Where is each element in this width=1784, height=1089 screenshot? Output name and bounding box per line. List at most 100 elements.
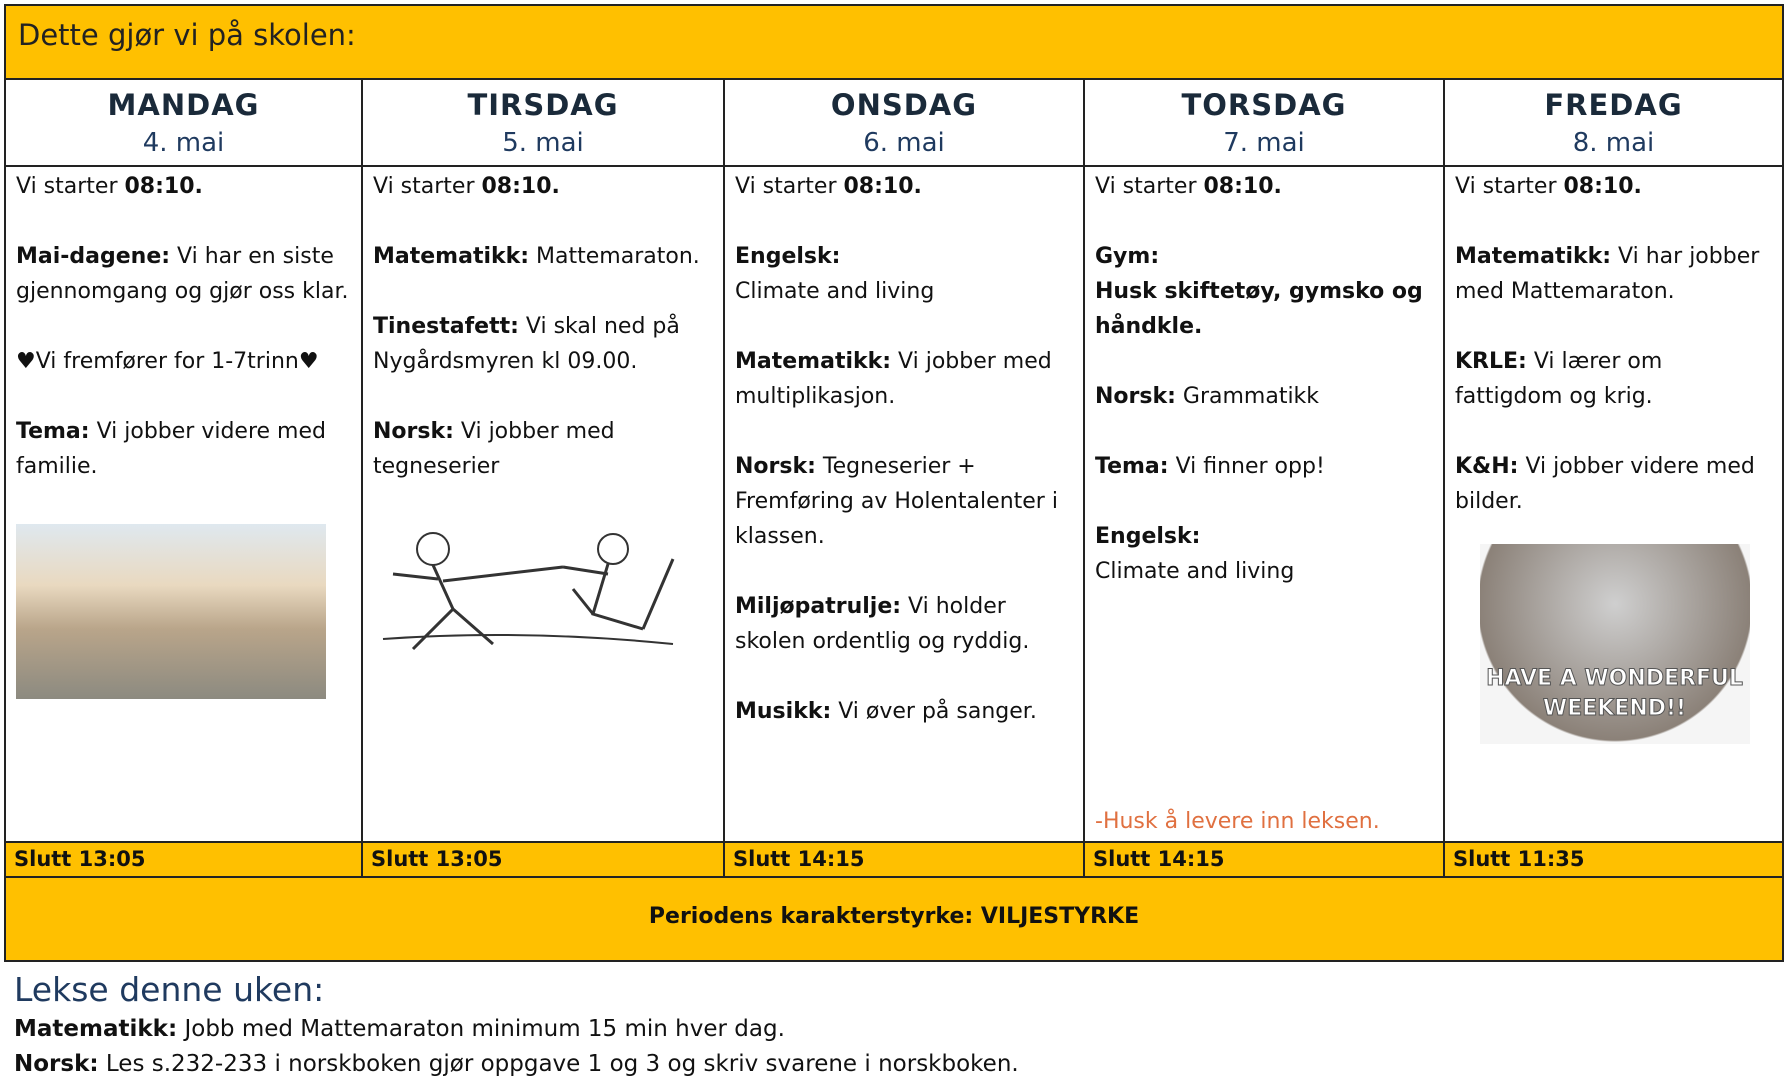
homework-text: Jobb med Mattemaraton minimum 15 min hve…	[177, 1016, 785, 1042]
start-text: Vi starter	[373, 174, 482, 199]
homework-item: Norsk: Les s.232-233 i norskboken gjør o…	[14, 1047, 1774, 1082]
day-content: Vi starter 08:10. Gym: Husk skiftetøy, gym…	[1085, 167, 1443, 841]
activity-label: Matematikk:	[373, 244, 530, 269]
start-text: Vi starter	[1095, 174, 1204, 199]
activity-text: Vi lærer om fattigdom og krig.	[1455, 349, 1663, 409]
activity: ♥Vi fremfører for 1-7trinn♥	[16, 344, 353, 379]
day-date: 7. mai	[1223, 128, 1305, 158]
activity: Matematikk: Vi jobber med multiplikasjon…	[735, 344, 1075, 414]
start-text: Vi starter	[735, 174, 844, 199]
homework-title: Lekse denne uken:	[14, 970, 325, 1009]
day-header: FREDAG 8. mai	[1445, 80, 1782, 167]
day-column: TIRSDAG 5. mai Vi starter 08:10. Matematikk…	[363, 80, 725, 878]
week-table: MANDAG 4. mai Vi starter 08:10. Mai-dagene:…	[4, 80, 1784, 878]
start-time: Vi starter 08:10.	[1455, 169, 1774, 204]
activity: Matematikk: Vi har jobber med Mattemarat…	[1455, 239, 1774, 309]
day-name: TORSDAG	[1181, 88, 1347, 122]
homework-item: Matematikk: Jobb med Mattemaraton minimu…	[14, 1012, 1774, 1047]
start-value: 08:10.	[124, 174, 203, 199]
activity: Norsk: Tegneserier + Fremføring av Holen…	[735, 449, 1075, 554]
activity-label: Norsk:	[373, 419, 454, 444]
day-date: 4. mai	[142, 128, 225, 158]
activity-heading: Engelsk:	[1095, 524, 1201, 549]
activity-label: Tema:	[16, 419, 90, 444]
activity-text: Vi jobber videre med familie.	[16, 419, 326, 479]
activity-label: K&H:	[1455, 454, 1519, 479]
day-header: TORSDAG 7. mai	[1085, 80, 1443, 167]
activity: Mai-dagene: Vi har en siste gjennomgang …	[16, 239, 353, 309]
activity-bold-text: Husk skiftetøy, gymsko og håndkle.	[1095, 279, 1423, 339]
activity-heading: Engelsk:	[735, 244, 841, 269]
day-header: TIRSDAG 5. mai	[363, 80, 723, 167]
activity: Engelsk: Climate and living	[735, 239, 1075, 309]
start-value: 08:10.	[481, 174, 560, 199]
homework: Lekse denne uken: Matematikk: Jobb med M…	[14, 968, 1774, 1082]
activity-label: Norsk:	[1095, 384, 1176, 409]
activity-text: Vi holder skolen ordentlig og ryddig.	[735, 594, 1030, 654]
activity-label: Tema:	[1095, 454, 1169, 479]
day-name: MANDAG	[107, 88, 260, 122]
activity-label: Matematikk:	[1455, 244, 1612, 269]
activity-text: Mattemaraton.	[529, 244, 700, 269]
header-title: Dette gjør vi på skolen:	[4, 4, 1784, 80]
homework-label: Norsk:	[14, 1051, 99, 1077]
activity-text: Grammatikk	[1175, 384, 1320, 409]
activity-text: Vi jobber med multiplikasjon.	[735, 349, 1052, 409]
day-date: 8. mai	[1572, 128, 1655, 158]
activity-text: Climate and living	[1095, 559, 1295, 584]
end-time: Slutt 13:05	[6, 841, 361, 878]
activity-text: Vi har en siste gjennomgang og gjør oss …	[16, 244, 349, 304]
activity: Engelsk: Climate and living	[1095, 519, 1435, 589]
activity: Norsk: Vi jobber med tegneserier	[373, 414, 715, 484]
activity-text: Vi jobber videre med bilder.	[1455, 454, 1755, 514]
end-time: Slutt 11:35	[1445, 841, 1782, 878]
day-name: FREDAG	[1544, 88, 1683, 122]
day-column: MANDAG 4. mai Vi starter 08:10. Mai-dagene:…	[6, 80, 363, 878]
activity-heading: Gym:	[1095, 244, 1160, 269]
day-name: ONSDAG	[830, 88, 978, 122]
activity-text: Vi øver på sanger.	[831, 699, 1037, 724]
activity: Matematikk: Mattemaraton.	[373, 239, 715, 274]
day-date: 5. mai	[502, 128, 584, 158]
start-text: Vi starter	[1455, 174, 1564, 199]
illustration	[16, 524, 326, 699]
activity-label: Miljøpatrulje:	[735, 594, 902, 619]
day-content: Vi starter 08:10. Matematikk: Vi har jobb…	[1445, 167, 1782, 841]
end-time: Slutt 13:05	[363, 841, 723, 878]
note: -Husk å levere inn leksen.	[1095, 809, 1380, 834]
day-date: 6. mai	[863, 128, 945, 158]
activity-text: Vi finner opp!	[1168, 454, 1325, 479]
activity-label: Musikk:	[735, 699, 832, 724]
day-content: Vi starter 08:10. Mai-dagene: Vi har en s…	[6, 167, 361, 841]
start-value: 08:10.	[1203, 174, 1282, 199]
start-value: 08:10.	[1563, 174, 1642, 199]
start-time: Vi starter 08:10.	[735, 169, 1075, 204]
motto: Periodens karakterstyrke: VILJESTYRKE	[4, 876, 1784, 962]
day-header: ONSDAG 6. mai	[725, 80, 1083, 167]
activity-text: ♥Vi fremfører for 1-7trinn♥	[16, 349, 319, 374]
day-content: Vi starter 08:10. Matematikk: Mattemarato…	[363, 167, 723, 841]
activity-label: Tinestafett:	[373, 314, 519, 339]
activity-label: Matematikk:	[735, 349, 892, 374]
illustration-text: HAVE A WONDERFUL WEEKEND!!	[1486, 666, 1744, 722]
day-name: TIRSDAG	[467, 88, 619, 122]
end-time: Slutt 14:15	[1085, 841, 1443, 878]
activity: Musikk: Vi øver på sanger.	[735, 694, 1075, 729]
activity-label: Norsk:	[735, 454, 816, 479]
activity-text: Vi skal ned på Nygårdsmyren kl 09.00.	[373, 314, 680, 374]
start-time: Vi starter 08:10.	[16, 169, 353, 204]
activity-text: Climate and living	[735, 279, 935, 304]
homework-text: Les s.232-233 i norskboken gjør oppgave …	[98, 1051, 1019, 1077]
activity-label: KRLE:	[1455, 349, 1527, 374]
activity-text: Vi har jobber med Mattemaraton.	[1455, 244, 1760, 304]
start-value: 08:10.	[843, 174, 922, 199]
activity-text: Tegneserier + Fremføring av Holentalente…	[735, 454, 1058, 549]
day-column: TORSDAG 7. mai Vi starter 08:10. Gym: Husk s…	[1085, 80, 1445, 878]
illustration: HAVE A WONDERFUL WEEKEND!!	[1479, 544, 1750, 744]
activity: Tinestafett: Vi skal ned på Nygårdsmyren…	[373, 309, 715, 379]
activity-text: Vi jobber med tegneserier	[373, 419, 615, 479]
day-content: Vi starter 08:10. Engelsk: Climate and liv…	[725, 167, 1083, 841]
day-header: MANDAG 4. mai	[6, 80, 361, 167]
activity: Miljøpatrulje: Vi holder skolen ordentli…	[735, 589, 1075, 659]
